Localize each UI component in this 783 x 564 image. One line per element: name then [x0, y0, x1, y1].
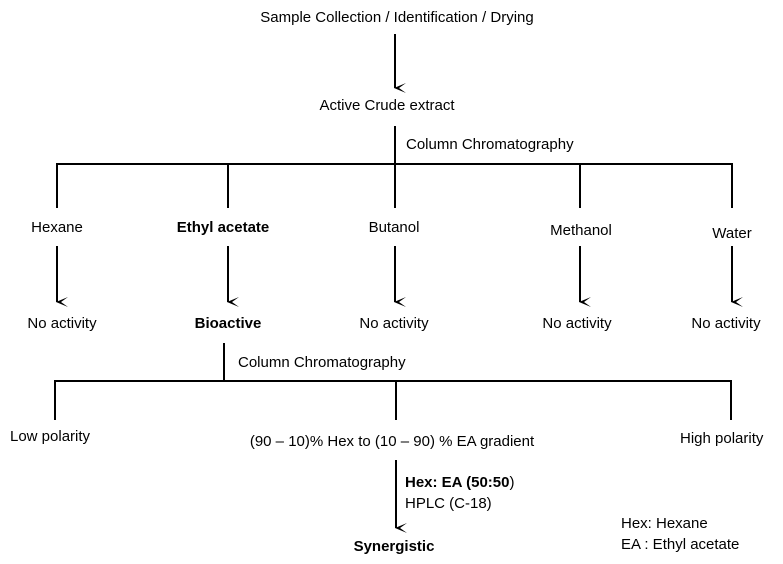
result-hexane: No activity	[27, 315, 97, 332]
step-column-chromatography-1: Column Chromatography	[406, 136, 574, 153]
solvent-water: Water	[712, 225, 752, 242]
label-gradient: (90 – 10)% Hex to (10 – 90) % EA gradien…	[249, 433, 535, 450]
step-crude-extract: Active Crude extract	[319, 97, 455, 114]
result-methanol: No activity	[542, 315, 612, 332]
label-low-polarity: Low polarity	[10, 428, 91, 445]
solvent-butanol: Butanol	[368, 219, 420, 236]
step-column-chromatography-2: Column Chromatography	[238, 354, 406, 371]
solvent-methanol: Methanol	[550, 222, 612, 239]
legend-ea: EA : Ethyl acetate	[621, 536, 740, 553]
label-hplc: HPLC (C-18)	[405, 495, 492, 512]
step-collection: Sample Collection / Identification / Dry…	[260, 9, 534, 26]
result-butanol: No activity	[359, 315, 429, 332]
solvent-hexane: Hexane	[31, 219, 83, 236]
result-water: No activity	[691, 315, 761, 332]
result-synergistic: Synergistic	[353, 538, 435, 555]
solvent-ethyl-acetate: Ethyl acetate	[176, 219, 270, 236]
label-high-polarity: High polarity	[680, 430, 764, 447]
ratio-bold-text: Hex: EA (50:50	[405, 474, 510, 491]
legend-hex: Hex: Hexane	[621, 515, 708, 532]
label-hex-ea-ratio: Hex: EA (50:50)	[405, 474, 515, 492]
result-ethyl-acetate: Bioactive	[194, 315, 262, 332]
ratio-close-paren: )	[509, 474, 515, 491]
